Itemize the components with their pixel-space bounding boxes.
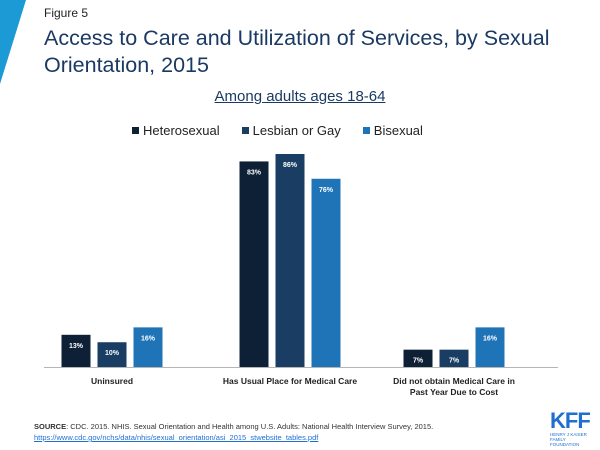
data-label: 83% xyxy=(247,169,262,176)
data-label: 16% xyxy=(141,335,156,342)
category-label: Uninsured xyxy=(91,376,133,386)
logo-mark: KFF xyxy=(550,408,591,433)
data-label: 13% xyxy=(69,343,84,350)
bar-bisexual-0 xyxy=(133,327,163,367)
legend-swatch-heterosexual xyxy=(132,127,139,134)
data-label: 7% xyxy=(449,358,460,365)
chart-title: Access to Care and Utilization of Servic… xyxy=(44,26,550,77)
bar-heterosexual-2 xyxy=(403,349,433,367)
category-label: Has Usual Place for Medical Care xyxy=(223,376,357,386)
legend-swatch-lesbian-or-gay xyxy=(241,127,249,134)
bar-lesbian-or-gay-0 xyxy=(97,342,127,367)
figure-label: Figure 5 xyxy=(44,6,89,20)
source-note: SOURCE: CDC. 2015. NHIS. Sexual Orientat… xyxy=(34,421,504,443)
data-label: 86% xyxy=(283,162,298,169)
bar-chart: 13% 10% 16% Uninsured 83% 86% 76% Has Usual Pla… xyxy=(44,154,558,397)
data-label: 7% xyxy=(413,358,424,365)
corner-accent xyxy=(0,0,26,84)
bar-heterosexual-1 xyxy=(239,161,269,367)
legend-item-bisexual: Bisexual xyxy=(362,123,423,138)
data-label: 16% xyxy=(483,335,498,342)
legend-item-heterosexual: Heterosexual xyxy=(132,123,220,138)
bar-heterosexual-0 xyxy=(61,334,91,367)
kff-logo: KFF HENRY J KAISER FAMILY FOUNDATION xyxy=(550,408,596,448)
bar-bisexual-1 xyxy=(311,178,341,367)
bar-lesbian-or-gay-1 xyxy=(275,154,305,367)
data-label: 10% xyxy=(105,350,120,357)
chart-subtitle: Among adults ages 18-64 xyxy=(214,88,386,105)
category-label: Past Year Due to Cost xyxy=(410,387,498,397)
logo-subtext: HENRY J KAISER FAMILY FOUNDATION xyxy=(550,432,587,447)
data-label: 76% xyxy=(319,187,334,194)
source-text: : CDC. 2015. NHIS. Sexual Orientation an… xyxy=(66,422,434,431)
bar-bisexual-2 xyxy=(475,327,505,367)
legend-label-heterosexual: Heterosexual xyxy=(143,123,220,138)
legend-label-bisexual: Bisexual xyxy=(373,123,423,138)
category-label: Did not obtain Medical Care in xyxy=(393,376,515,386)
legend-label-lesbian-or-gay: Lesbian or Gay xyxy=(252,123,341,138)
bar-lesbian-or-gay-2 xyxy=(439,349,469,367)
legend-swatch-bisexual xyxy=(362,127,370,134)
source-label: SOURCE xyxy=(34,422,67,431)
source-link[interactable]: https://www.cdc.gov/nchs/data/nhis/sexua… xyxy=(34,433,319,442)
legend: Heterosexual Lesbian or Gay Bisexual xyxy=(132,123,445,138)
legend-item-lesbian-or-gay: Lesbian or Gay xyxy=(241,123,341,138)
